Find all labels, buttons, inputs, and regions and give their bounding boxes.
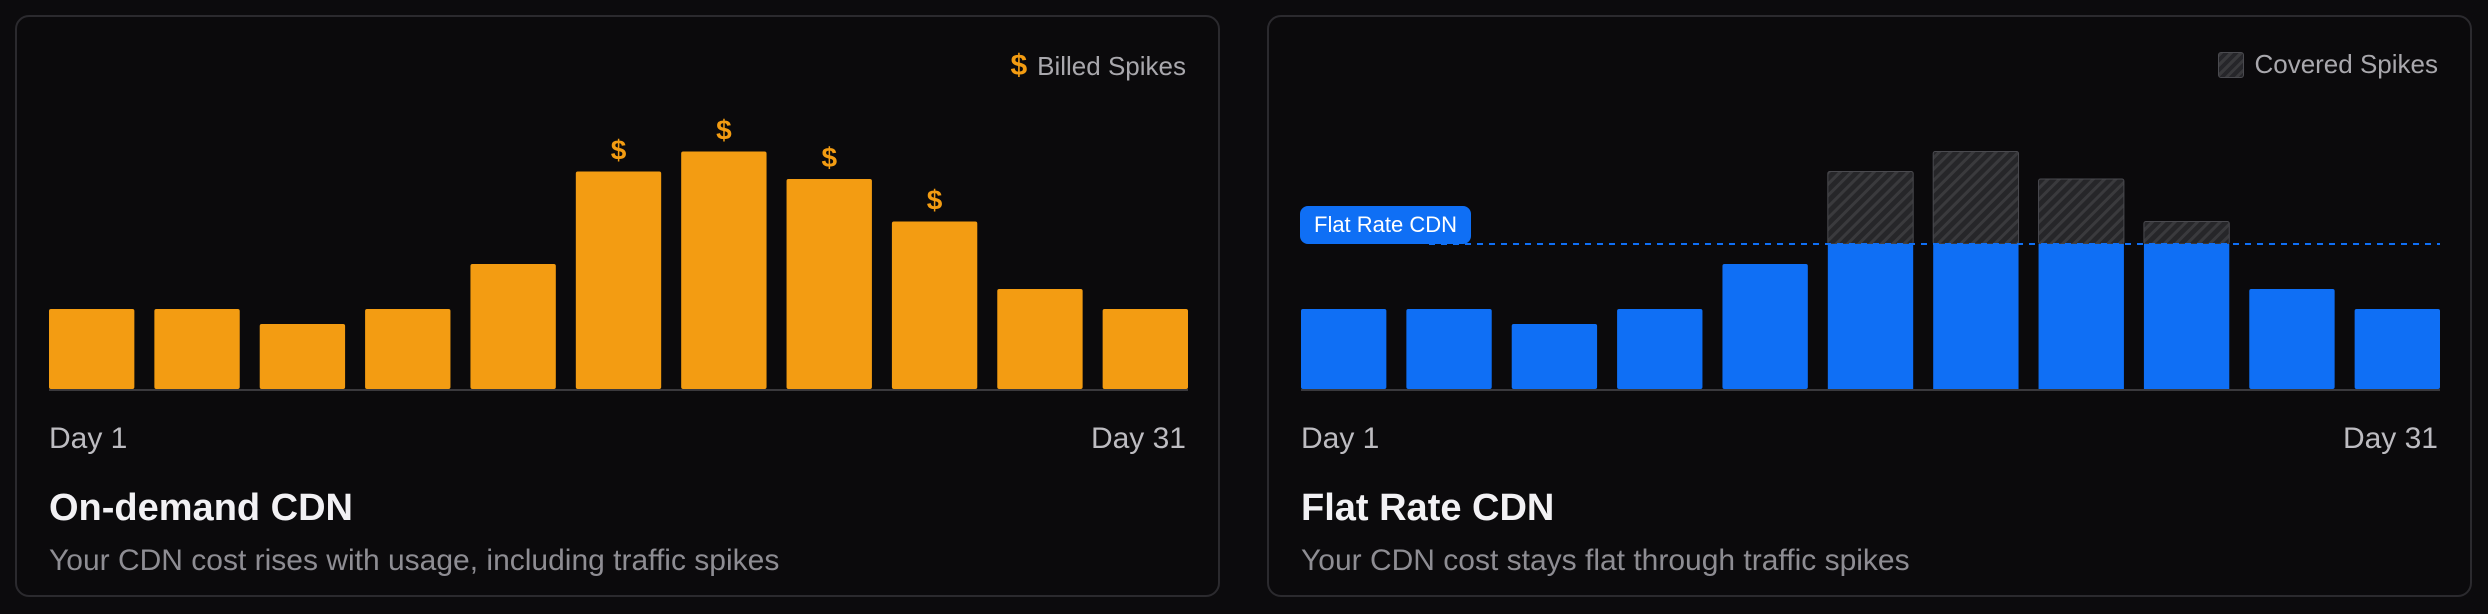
dollar-marker-icon: $ (716, 115, 732, 146)
hatched-square-icon (2218, 51, 2245, 78)
bar (891, 221, 978, 389)
bar (2249, 289, 2335, 389)
bar (786, 179, 872, 389)
bar (1827, 244, 1914, 389)
bar (1406, 309, 1492, 389)
bar (2354, 309, 2440, 389)
ondemand-bar-chart: $ $ $ $ (49, 115, 1188, 391)
covered-spike (2038, 178, 2125, 245)
bar (1301, 309, 1387, 389)
bar (259, 324, 346, 389)
bar (681, 151, 767, 389)
bar (1102, 309, 1188, 389)
bar (49, 309, 135, 389)
covered-spike (2143, 221, 2230, 245)
bar (154, 309, 240, 389)
dollar-marker-icon: $ (927, 185, 943, 216)
bar (1617, 309, 1703, 389)
ondemand-cdn-card: $ Billed Spikes $ $ $ $ Day 1 Day 31 On-dem… (15, 15, 1220, 597)
x-axis-start-label: Day 1 (49, 422, 128, 455)
billed-spikes-legend-label: Billed Spikes (1037, 50, 1186, 81)
x-axis-start-label: Day 1 (1301, 422, 1380, 455)
bar (1722, 264, 1808, 389)
bar (1511, 324, 1598, 389)
card-subtitle: Your CDN cost stays flat through traffic… (1301, 544, 1910, 577)
x-axis-end-label: Day 31 (2342, 422, 2438, 455)
card-subtitle: Your CDN cost rises with usage, includin… (49, 544, 780, 577)
card-title: On-demand CDN (49, 487, 353, 529)
x-axis-end-label: Day 31 (1090, 422, 1186, 455)
dollar-marker-icon: $ (611, 135, 627, 166)
bar (997, 289, 1083, 389)
dollar-icon: $ (1010, 49, 1028, 82)
card-title: Flat Rate CDN (1301, 487, 1555, 529)
covered-spike (1932, 151, 2020, 245)
bar (1933, 244, 2019, 389)
flat-rate-cdn-card: Covered Spikes Flat Rate CDN Day 1 Day 3… (1267, 15, 2472, 597)
flat-rate-badge: Flat Rate CDN (1300, 206, 1472, 244)
covered-spike (1827, 171, 1914, 245)
billed-spikes-legend: $ Billed Spikes (1010, 49, 1186, 83)
bar (2038, 244, 2124, 389)
covered-spikes-legend-label: Covered Spikes (2254, 49, 2438, 79)
covered-spikes-legend: Covered Spikes (2218, 49, 2438, 80)
dollar-marker-icon: $ (821, 142, 837, 173)
flat-rate-bar-chart (1301, 151, 2440, 391)
bar (365, 309, 451, 389)
bar (2143, 244, 2230, 389)
bar (470, 264, 556, 389)
bar (575, 171, 662, 389)
